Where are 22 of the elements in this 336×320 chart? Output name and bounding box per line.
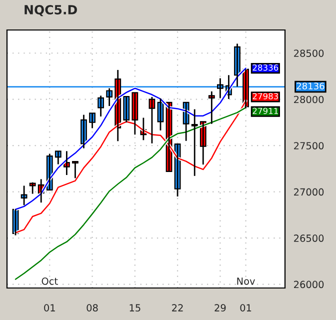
annotation: Nov [237,278,255,285]
y-tick-label: 27000 [294,188,324,196]
y-tick-label: 28000 [294,96,324,104]
x-tick-label: 01 [240,304,252,312]
y-tick-label: 27500 [294,142,324,150]
y-tick-label: 26500 [294,234,324,242]
y-tick-label: 28500 [294,50,324,57]
data-label: 28336 [252,64,278,71]
candlestick [72,160,78,179]
line-series [14,66,248,211]
x-tick-label: 22 [172,304,183,312]
x-tick-label: 29 [214,304,226,312]
candlestick [20,185,28,206]
chart-title: NQC5.D [24,5,77,16]
data-label: 27911 [252,108,278,114]
x-tick-label: 01 [44,304,55,312]
annotation: Oct [42,277,58,285]
data-label: 27983 [252,93,278,100]
x-tick-label: 15 [130,304,140,312]
ref-line-label: 28136 [296,82,324,90]
x-tick-label: 08 [86,304,98,312]
y-tick-label: 26000 [294,280,324,288]
